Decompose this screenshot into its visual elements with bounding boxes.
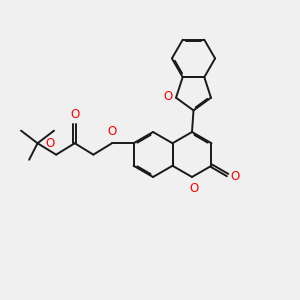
Text: O: O — [189, 182, 198, 195]
Text: O: O — [163, 90, 172, 103]
Text: O: O — [107, 125, 117, 139]
Text: O: O — [230, 170, 239, 183]
Text: O: O — [46, 137, 55, 151]
Text: O: O — [70, 108, 80, 121]
